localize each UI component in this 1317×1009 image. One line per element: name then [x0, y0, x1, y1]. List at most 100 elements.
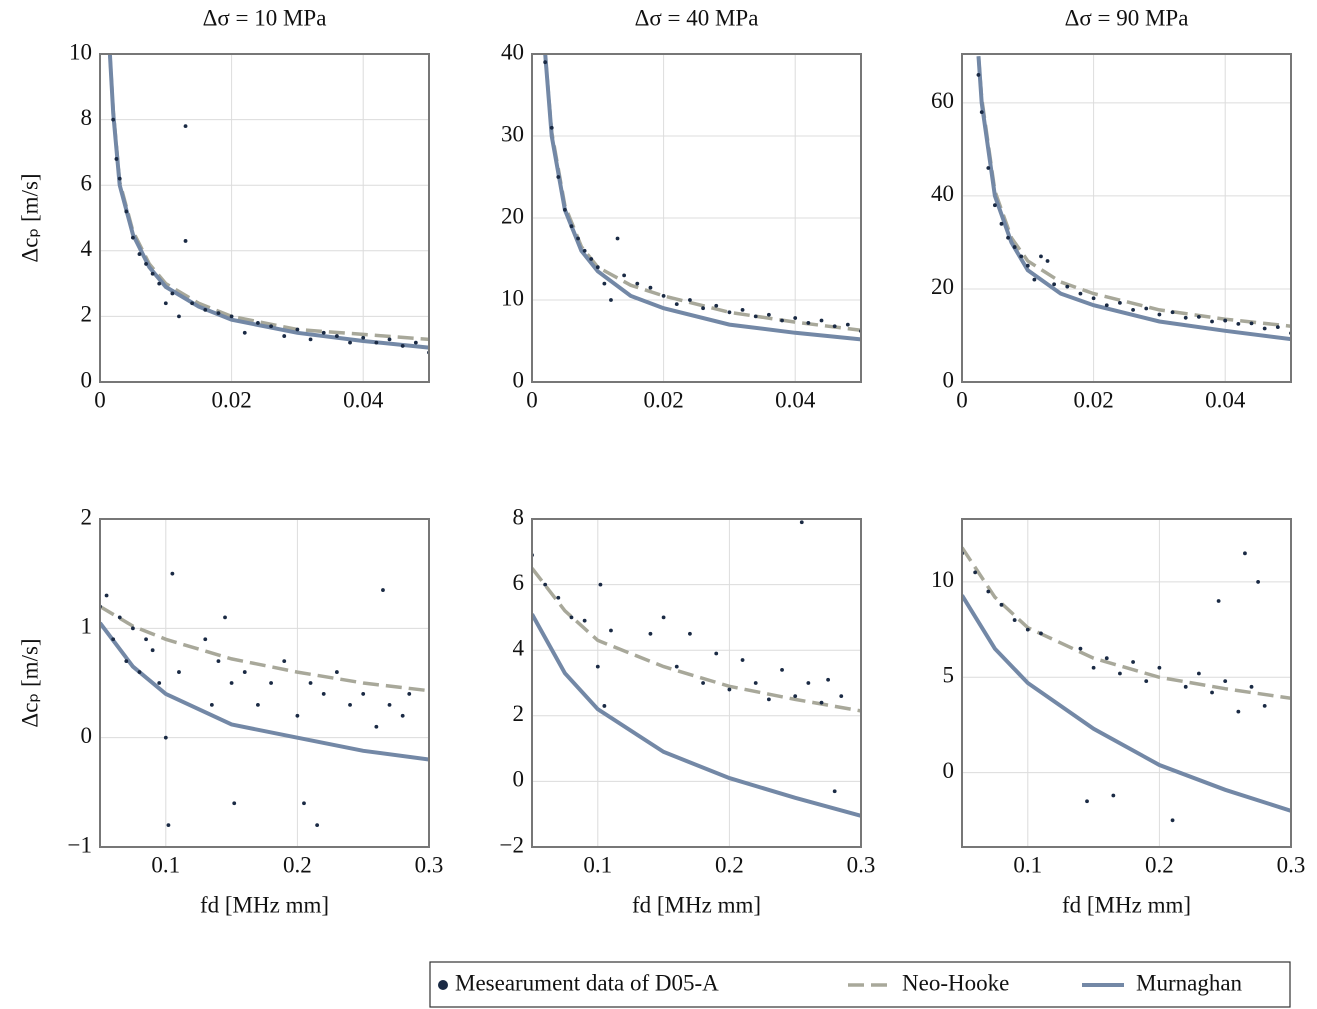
data-point — [177, 314, 181, 319]
data-point — [595, 664, 600, 669]
data-point — [150, 648, 155, 653]
x-axis-label: fd [MHz mm] — [200, 892, 329, 917]
data-point — [766, 697, 771, 702]
data-point — [1210, 690, 1214, 695]
data-point — [602, 704, 607, 708]
data-point — [563, 207, 567, 212]
data-point — [229, 681, 234, 685]
data-point — [209, 702, 214, 707]
x-axis-label: fd [MHz mm] — [1062, 892, 1191, 917]
data-point — [674, 664, 679, 669]
data-point — [315, 823, 320, 828]
data-point — [793, 694, 798, 699]
data-point — [1196, 671, 1201, 676]
data-point — [1032, 277, 1037, 282]
data-point — [1157, 312, 1162, 317]
panel-title: Δσ = 10 MPa — [203, 5, 327, 30]
plot-area — [962, 546, 1291, 823]
y-tick-label: 30 — [501, 121, 524, 146]
data-point — [826, 677, 830, 682]
data-point — [111, 117, 116, 122]
data-point — [1262, 703, 1267, 708]
data-point — [986, 166, 991, 170]
data-point — [1144, 306, 1149, 311]
data-point — [190, 301, 195, 306]
data-point — [1012, 618, 1017, 622]
data-point — [302, 801, 306, 806]
x-tick-label: 0.1 — [151, 852, 180, 877]
data-point — [973, 570, 978, 575]
data-point — [589, 257, 594, 261]
data-point — [543, 60, 548, 65]
data-point — [269, 681, 273, 685]
murnaghan-line — [532, 613, 861, 818]
murnaghan-line — [100, 621, 429, 762]
data-point — [1210, 319, 1214, 324]
data-point — [166, 823, 171, 828]
y-tick-label: 5 — [943, 663, 955, 688]
data-point — [256, 702, 260, 707]
data-point — [1091, 296, 1096, 301]
x-tick-label: 0 — [956, 387, 968, 412]
y-tick-label: 0 — [943, 758, 955, 783]
data-point — [819, 700, 824, 705]
data-point — [1170, 310, 1175, 315]
data-point — [753, 314, 758, 319]
data-point — [163, 301, 168, 306]
data-point — [1223, 679, 1228, 683]
data-point — [832, 789, 837, 794]
data-point — [400, 344, 405, 348]
data-point — [137, 670, 142, 674]
data-point — [602, 281, 607, 286]
data-point — [282, 659, 287, 664]
data-point — [727, 310, 732, 315]
data-point — [117, 176, 122, 181]
data-point — [1236, 709, 1241, 714]
plot-frame — [531, 53, 862, 383]
legend-label: Mesearument data of D05-A — [455, 970, 719, 995]
data-point — [648, 285, 653, 290]
data-point — [1019, 254, 1024, 259]
data-point — [308, 337, 313, 342]
y-tick-label: 10 — [69, 39, 92, 64]
data-point — [144, 262, 148, 266]
data-point — [1223, 318, 1228, 323]
data-point — [131, 235, 135, 240]
data-point — [308, 681, 313, 685]
x-tick-label: 0.2 — [283, 852, 312, 877]
data-point — [674, 302, 679, 306]
data-point — [1243, 551, 1247, 556]
data-point — [348, 702, 352, 707]
data-point — [282, 334, 287, 338]
data-point — [1085, 799, 1089, 804]
data-point — [216, 659, 221, 664]
data-point — [993, 203, 997, 208]
data-point — [799, 520, 804, 525]
data-point — [1249, 321, 1254, 326]
data-point — [1144, 679, 1149, 683]
y-tick-label: 40 — [501, 39, 524, 64]
x-tick-label: 0.04 — [343, 387, 384, 412]
data-point — [1104, 656, 1109, 661]
plot-frame — [961, 518, 1292, 848]
x-tick-label: 0.3 — [847, 852, 876, 877]
data-point — [569, 615, 574, 620]
data-point — [543, 582, 548, 587]
data-point — [269, 324, 273, 329]
data-point — [407, 692, 412, 696]
data-point — [609, 628, 613, 633]
murnaghan-line — [107, 54, 429, 350]
data-point — [976, 73, 981, 77]
data-point — [381, 588, 385, 592]
y-tick-label: −1 — [68, 832, 92, 857]
data-point — [374, 340, 379, 345]
data-point — [216, 311, 221, 316]
plot-area — [976, 56, 1291, 342]
y-tick-label: 0 — [513, 767, 525, 792]
data-point — [648, 631, 653, 636]
data-point — [1025, 263, 1030, 268]
y-tick-label: 8 — [513, 504, 525, 529]
data-point — [242, 330, 247, 335]
panel-title: Δσ = 40 MPa — [635, 5, 759, 30]
